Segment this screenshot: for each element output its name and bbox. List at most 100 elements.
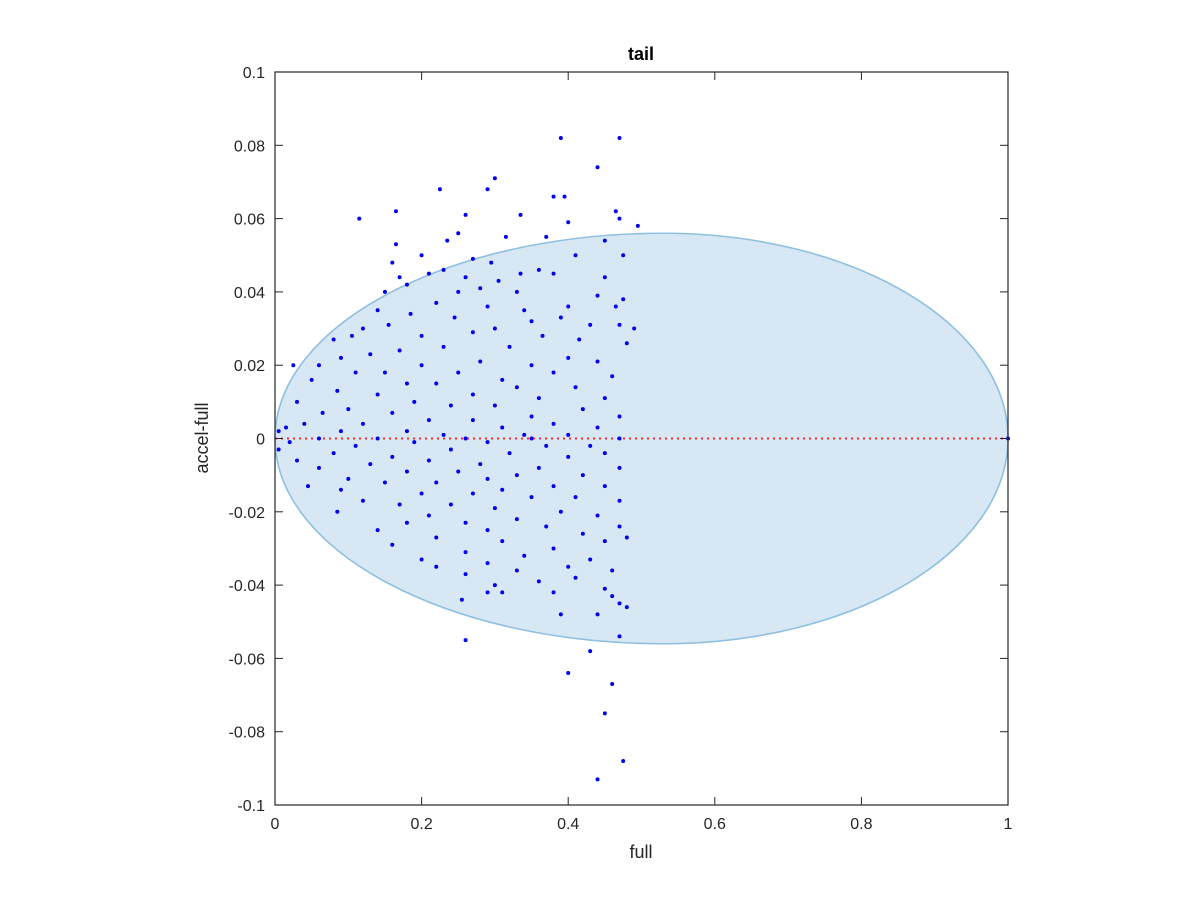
data-point xyxy=(529,363,534,368)
data-point xyxy=(610,682,615,687)
data-point xyxy=(551,370,556,375)
data-point xyxy=(551,484,556,489)
data-point xyxy=(463,638,468,643)
data-point xyxy=(404,469,409,474)
data-point xyxy=(503,234,508,239)
data-point xyxy=(291,363,296,368)
data-point xyxy=(305,484,310,489)
data-point xyxy=(283,425,288,430)
data-point xyxy=(485,590,490,595)
data-point xyxy=(419,557,424,562)
data-point xyxy=(536,396,541,401)
data-point xyxy=(478,462,483,467)
y-tick-label: 0.1 xyxy=(243,65,265,82)
data-point xyxy=(529,436,534,441)
data-point xyxy=(492,326,497,331)
data-point xyxy=(635,223,640,228)
data-point xyxy=(294,458,299,463)
data-point xyxy=(617,322,622,327)
data-point xyxy=(518,271,523,276)
data-point xyxy=(485,187,490,192)
data-point xyxy=(485,476,490,481)
data-point xyxy=(573,385,578,390)
data-point xyxy=(375,436,380,441)
data-point xyxy=(500,487,505,492)
data-point xyxy=(426,271,431,276)
data-point xyxy=(320,410,325,415)
chart-title: tail xyxy=(628,44,654,64)
data-point xyxy=(529,495,534,500)
x-tick-label: 0.2 xyxy=(410,816,432,833)
data-point xyxy=(588,322,593,327)
data-point xyxy=(507,451,512,456)
data-point xyxy=(448,502,453,507)
data-point xyxy=(617,524,622,529)
data-point xyxy=(335,509,340,514)
data-point xyxy=(390,542,395,547)
data-point xyxy=(566,220,571,225)
x-axis-ticks: 0 0.2 0.4 0.6 0.8 1 xyxy=(271,72,1013,833)
data-point xyxy=(393,242,398,247)
y-tick-label: -0.06 xyxy=(229,651,266,668)
data-point xyxy=(492,583,497,588)
data-point xyxy=(426,418,431,423)
data-point xyxy=(566,432,571,437)
data-point xyxy=(485,440,490,445)
data-point xyxy=(566,454,571,459)
data-point xyxy=(595,293,600,298)
data-point xyxy=(434,381,439,386)
data-point xyxy=(536,579,541,584)
data-point xyxy=(456,231,461,236)
data-point xyxy=(294,399,299,404)
y-tick-label: 0.04 xyxy=(234,285,265,302)
data-point xyxy=(412,440,417,445)
data-point xyxy=(368,352,373,357)
data-point xyxy=(316,436,321,441)
data-point xyxy=(397,348,402,353)
data-point xyxy=(595,165,600,170)
data-point xyxy=(463,436,468,441)
data-point xyxy=(617,135,622,140)
data-point xyxy=(536,267,541,272)
data-point xyxy=(382,480,387,485)
data-point xyxy=(448,403,453,408)
data-point xyxy=(507,344,512,349)
data-point xyxy=(551,194,556,199)
data-point xyxy=(617,436,622,441)
y-axis-label: accel-full xyxy=(192,402,212,473)
data-point xyxy=(624,341,629,346)
data-point xyxy=(562,194,567,199)
data-point xyxy=(390,454,395,459)
data-point xyxy=(404,520,409,525)
data-point xyxy=(580,473,585,478)
data-point xyxy=(595,359,600,364)
data-point xyxy=(558,135,563,140)
data-point xyxy=(595,612,600,617)
y-tick-label: 0.08 xyxy=(234,138,265,155)
data-point xyxy=(602,539,607,544)
data-point xyxy=(602,484,607,489)
data-point xyxy=(404,282,409,287)
data-point xyxy=(489,260,494,265)
data-point xyxy=(566,304,571,309)
data-point xyxy=(617,498,622,503)
data-point xyxy=(536,465,541,470)
data-point xyxy=(492,506,497,511)
data-point xyxy=(470,418,475,423)
data-point xyxy=(419,363,424,368)
data-point xyxy=(441,344,446,349)
data-point xyxy=(360,421,365,426)
data-point xyxy=(566,671,571,676)
data-point xyxy=(485,304,490,309)
data-point xyxy=(316,363,321,368)
data-point xyxy=(353,370,358,375)
y-tick-label: -0.1 xyxy=(237,798,265,815)
data-point xyxy=(434,300,439,305)
data-point xyxy=(426,458,431,463)
data-point xyxy=(613,209,618,214)
data-point xyxy=(573,575,578,580)
data-point xyxy=(441,432,446,437)
data-point xyxy=(621,253,626,258)
data-point xyxy=(331,337,336,342)
data-point xyxy=(478,359,483,364)
